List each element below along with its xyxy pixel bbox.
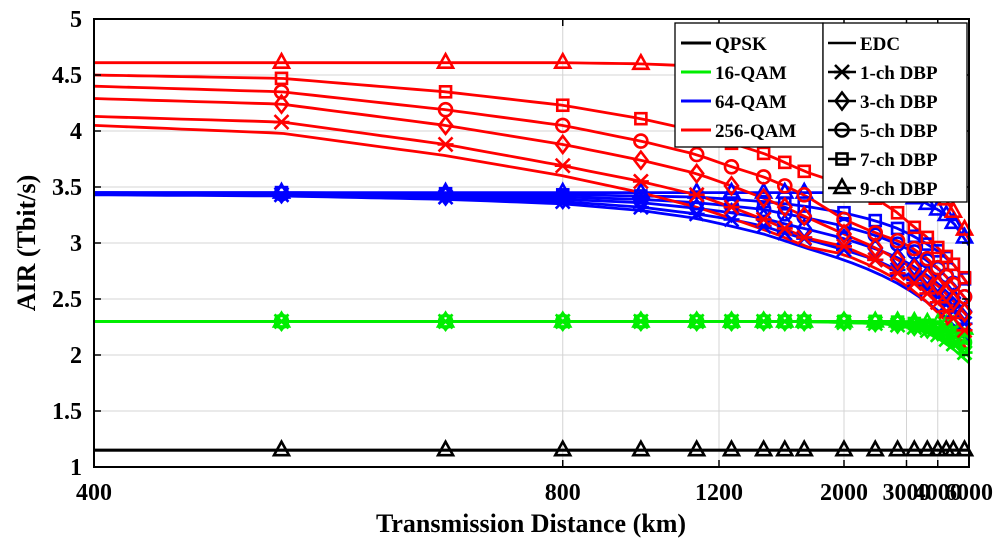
x-tick-label: 800 <box>545 480 581 506</box>
x-axis-title: Transmission Distance (km) <box>376 509 686 538</box>
legend-scheme-label: 9-ch DBP <box>860 179 938 200</box>
y-tick-label: 4.5 <box>52 63 82 89</box>
legend-scheme-label: 7-ch DBP <box>860 150 938 171</box>
y-tick-label: 2 <box>70 343 82 369</box>
y-tick-label: 3 <box>70 231 82 257</box>
x-tick-label: 400 <box>76 480 112 506</box>
y-tick-label: 2.5 <box>52 287 82 313</box>
legend-scheme-label: EDC <box>860 34 900 55</box>
x-tick-label: 1200 <box>695 480 743 506</box>
y-tick-label: 1 <box>70 455 82 481</box>
legend-format-label: 64-QAM <box>715 92 787 113</box>
x-tick-label: 2000 <box>820 480 868 506</box>
legend-scheme-label: 1-ch DBP <box>860 63 938 84</box>
legend-scheme-label: 3-ch DBP <box>860 92 938 113</box>
legend-format-label: 256-QAM <box>715 121 796 142</box>
y-tick-label: 5 <box>70 7 82 33</box>
legend-format-label: 16-QAM <box>715 63 787 84</box>
legend-format-label: QPSK <box>715 34 767 55</box>
y-tick-label: 3.5 <box>52 175 82 201</box>
x-tick-label: 6000 <box>945 480 993 506</box>
y-tick-label: 4 <box>70 119 82 145</box>
y-tick-label: 1.5 <box>52 399 82 425</box>
legend-scheme-label: 5-ch DBP <box>860 121 938 142</box>
y-axis-title: AIR (Tbit/s) <box>12 175 41 312</box>
